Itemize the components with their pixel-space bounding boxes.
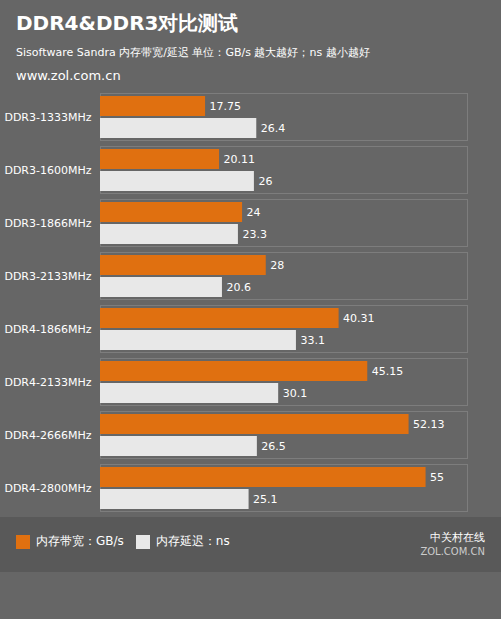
- svg-text:DDR3-1866MHz: DDR3-1866MHz: [4, 217, 91, 230]
- svg-text:33.1: 33.1: [300, 334, 325, 347]
- svg-text:23.3: 23.3: [242, 228, 266, 241]
- svg-text:17.75: 17.75: [210, 100, 242, 113]
- svg-text:26.5: 26.5: [261, 440, 286, 453]
- svg-text:26: 26: [258, 175, 272, 188]
- svg-text:40.31: 40.31: [343, 312, 375, 325]
- svg-text:30.1: 30.1: [283, 387, 308, 400]
- svg-text:DDR4-1866MHz: DDR4-1866MHz: [4, 323, 91, 336]
- svg-text:24: 24: [247, 206, 261, 219]
- html-text:内存带宽：GB/s: 内存带宽：GB/s: [36, 534, 124, 548]
- svg-text:DDR3-1600MHz: DDR3-1600MHz: [4, 164, 91, 177]
- svg-text:DDR4-2666MHz: DDR4-2666MHz: [4, 429, 91, 442]
- html-text:DDR4&DDR3对比测试: DDR4&DDR3对比测试: [16, 11, 239, 35]
- svg-text:45.15: 45.15: [372, 365, 404, 378]
- html-text:www.zol.com.cn: www.zol.com.cn: [16, 68, 121, 83]
- svg-text:DDR3-1333MHz: DDR3-1333MHz: [4, 111, 91, 124]
- svg-text:20.11: 20.11: [224, 153, 256, 166]
- svg-text:20.6: 20.6: [226, 281, 251, 294]
- svg-text:DDR3-2133MHz: DDR3-2133MHz: [4, 270, 91, 283]
- svg-text:25.1: 25.1: [253, 493, 278, 506]
- svg-text:55: 55: [430, 471, 444, 484]
- html-text:Sisoftware Sandra 内存带宽/延迟 单位：G: Sisoftware Sandra 内存带宽/延迟 单位：GB/s 越大越好；n…: [16, 46, 370, 59]
- svg-text:52.13: 52.13: [413, 418, 445, 431]
- svg-text:26.4: 26.4: [261, 122, 286, 135]
- svg-text:28: 28: [270, 259, 284, 272]
- svg-text:DDR4-2800MHz: DDR4-2800MHz: [4, 482, 91, 495]
- html-text:内存延迟：ns: 内存延迟：ns: [155, 534, 230, 548]
- svg-text:DDR4-2133MHz: DDR4-2133MHz: [4, 376, 91, 389]
- html-text:中关村在线: 中关村在线: [430, 530, 485, 544]
- html-text:ZOL.COM.CN: ZOL.COM.CN: [420, 546, 485, 558]
